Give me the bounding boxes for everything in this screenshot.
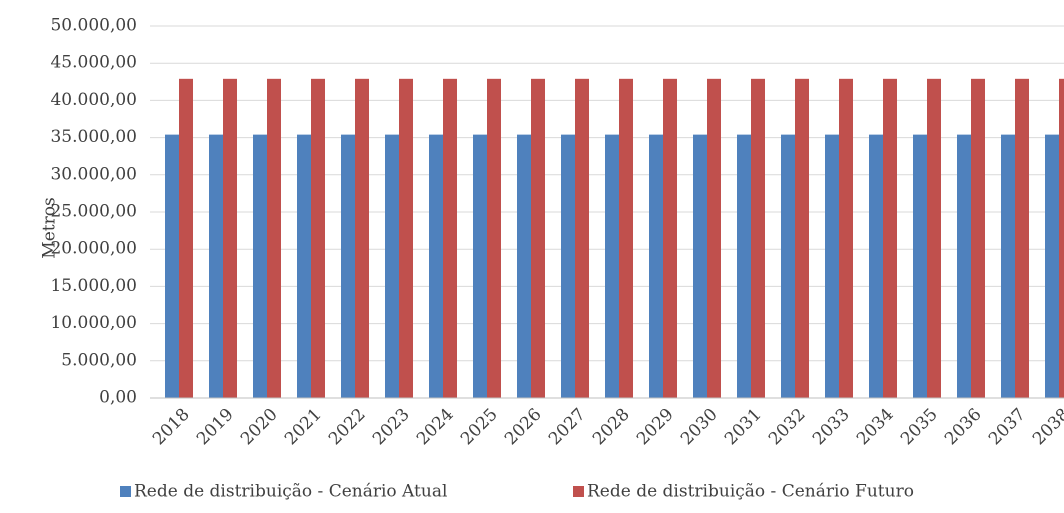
y-tick-label: 20.000,00 xyxy=(50,239,137,259)
x-tick-label: 2020 xyxy=(237,405,282,450)
legend-label: Rede de distribuição - Cenário Atual xyxy=(134,482,447,502)
x-tick-label: 2030 xyxy=(677,405,722,450)
bar xyxy=(341,134,355,398)
bar xyxy=(927,78,941,398)
x-tick-label: 2033 xyxy=(809,405,854,450)
x-tick-label: 2034 xyxy=(853,405,898,450)
bar xyxy=(707,78,721,398)
bar xyxy=(883,78,897,398)
bar xyxy=(575,78,589,398)
y-tick-label: 50.000,00 xyxy=(50,16,137,36)
x-tick-label: 2038 xyxy=(1029,405,1064,450)
bar xyxy=(209,134,223,398)
bar xyxy=(619,78,633,398)
bar xyxy=(223,78,237,398)
legend-swatch xyxy=(573,486,584,497)
x-tick-label: 2026 xyxy=(501,405,546,450)
bar xyxy=(561,134,575,398)
y-tick-label: 40.000,00 xyxy=(50,90,137,110)
y-tick-label: 30.000,00 xyxy=(50,164,137,184)
x-tick-label: 2021 xyxy=(281,405,326,450)
x-tick-label: 2037 xyxy=(985,405,1030,450)
y-tick-label: 25.000,00 xyxy=(50,202,137,222)
bar xyxy=(751,78,765,398)
bar xyxy=(649,134,663,398)
y-tick-label: 45.000,00 xyxy=(50,53,137,73)
y-tick-label: 5.000,00 xyxy=(61,350,137,370)
x-tick-label: 2023 xyxy=(369,405,414,450)
bar xyxy=(869,134,883,398)
bar xyxy=(531,78,545,398)
x-tick-label: 2019 xyxy=(193,405,238,450)
bar xyxy=(385,134,399,398)
bar xyxy=(487,78,501,398)
legend-swatch xyxy=(120,486,131,497)
x-tick-label: 2027 xyxy=(545,405,590,450)
bar xyxy=(795,78,809,398)
bar xyxy=(971,78,985,398)
x-tick-label: 2031 xyxy=(721,405,766,450)
y-tick-label: 10.000,00 xyxy=(50,313,137,333)
bar xyxy=(473,134,487,398)
bar xyxy=(297,134,311,398)
bar xyxy=(839,78,853,398)
x-tick-label: 2028 xyxy=(589,405,634,450)
bar xyxy=(781,134,795,398)
bar xyxy=(693,134,707,398)
x-tick-label: 2036 xyxy=(941,405,986,450)
x-tick-label: 2024 xyxy=(413,405,458,450)
bar xyxy=(957,134,971,398)
bar xyxy=(311,78,325,398)
y-tick-label: 15.000,00 xyxy=(50,276,137,296)
y-axis-label: Metros xyxy=(40,197,60,258)
bar xyxy=(267,78,281,398)
bar xyxy=(517,134,531,398)
bar xyxy=(605,134,619,398)
x-tick-label: 2035 xyxy=(897,405,942,450)
bar xyxy=(399,78,413,398)
bar xyxy=(663,78,677,398)
bar xyxy=(825,134,839,398)
bar xyxy=(443,78,457,398)
x-tick-label: 2032 xyxy=(765,405,810,450)
x-tick-label: 2022 xyxy=(325,405,370,450)
bar xyxy=(165,134,179,398)
x-tick-label: 2029 xyxy=(633,405,678,450)
bar xyxy=(1059,78,1064,398)
bar xyxy=(179,78,193,398)
bar xyxy=(1015,78,1029,398)
bar xyxy=(913,134,927,398)
bar xyxy=(1001,134,1015,398)
bar xyxy=(1045,134,1059,398)
x-tick-label: 2025 xyxy=(457,405,502,450)
x-tick-label: 2018 xyxy=(149,405,194,450)
bar xyxy=(429,134,443,398)
legend-label: Rede de distribuição - Cenário Futuro xyxy=(587,482,914,502)
y-tick-label: 0,00 xyxy=(99,388,137,408)
bar xyxy=(737,134,751,398)
y-tick-label: 35.000,00 xyxy=(50,127,137,147)
bar xyxy=(253,134,267,398)
bar xyxy=(355,78,369,398)
